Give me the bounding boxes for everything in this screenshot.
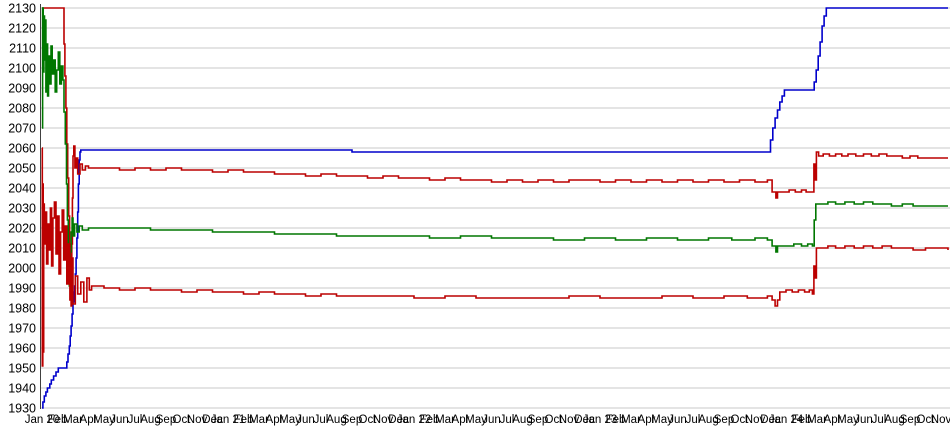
y-tick-label: 1970 <box>8 322 36 336</box>
x-tick-label: Jul <box>314 414 329 426</box>
x-tick-label: Apr <box>824 414 842 426</box>
x-tick-label: May <box>93 414 115 426</box>
x-tick-label: Jan 21 <box>211 414 246 426</box>
x-tick-label: Apr <box>266 414 284 426</box>
x-tick-label: Jun <box>110 414 129 426</box>
x-tick-label: Sep <box>714 414 734 426</box>
x-tick-label: Dec <box>574 414 595 426</box>
y-axis-labels: 2130 2120 2110 2100 2090 2080 2070 2060 2050 2040… <box>8 2 36 416</box>
x-tick-label: Oct <box>545 414 564 426</box>
x-tick-label: Aug <box>326 414 346 426</box>
gridlines <box>40 7 950 409</box>
x-tick-label: Jul <box>128 414 143 426</box>
x-tick-label: Dec <box>202 414 223 426</box>
red-lower-line <box>41 147 949 367</box>
y-tick-label: 2120 <box>8 22 36 36</box>
x-tick-label: Mar <box>63 414 83 426</box>
x-tick-label: Mar <box>435 414 455 426</box>
y-tick-label: 2090 <box>8 82 36 96</box>
x-tick-label: Mar <box>249 414 269 426</box>
x-tick-label: May <box>279 414 301 426</box>
x-tick-label: Aug <box>140 414 160 426</box>
x-tick-label: May <box>465 414 487 426</box>
x-tick-label: Nov <box>187 414 208 426</box>
x-tick-label: Mar <box>807 414 827 426</box>
y-tick-label: 1990 <box>8 282 36 296</box>
x-tick-label: Jun <box>482 414 501 426</box>
x-tick-label: May <box>837 414 859 426</box>
x-tick-label: Sep <box>342 414 362 426</box>
x-tick-label: Apr <box>452 414 470 426</box>
x-tick-label: Sep <box>156 414 176 426</box>
x-tick-label: Nov <box>931 414 950 426</box>
y-tick-label: 2080 <box>8 102 36 116</box>
x-tick-label: Apr <box>80 414 98 426</box>
y-tick-label: 2030 <box>8 202 36 216</box>
x-tick-label: Jan 23 <box>583 414 618 426</box>
y-tick-label: 1930 <box>8 402 36 416</box>
x-tick-label: Jan 20 <box>25 414 60 426</box>
y-tick-label: 2010 <box>8 242 36 256</box>
chart-series <box>41 7 949 409</box>
y-tick-label: 2130 <box>8 2 36 16</box>
y-tick-label: 2100 <box>8 62 36 76</box>
green-line <box>41 7 948 287</box>
x-tick-label: Oct <box>731 414 750 426</box>
y-tick-label: 1940 <box>8 382 36 396</box>
y-tick-label: 2040 <box>8 182 36 196</box>
x-tick-label: Aug <box>512 414 532 426</box>
x-tick-label: Feb <box>420 414 440 426</box>
y-tick-label: 2050 <box>8 162 36 176</box>
x-tick-label: Feb <box>234 414 254 426</box>
x-tick-label: Aug <box>698 414 718 426</box>
x-tick-label: Nov <box>745 414 766 426</box>
y-tick-label: 2070 <box>8 122 36 136</box>
x-tick-label: Oct <box>917 414 936 426</box>
x-tick-label: Aug <box>884 414 904 426</box>
x-tick-label: Jul <box>686 414 701 426</box>
x-tick-label: Feb <box>792 414 812 426</box>
x-tick-label: Oct <box>359 414 378 426</box>
x-tick-label: Jun <box>296 414 315 426</box>
x-tick-label: Feb <box>606 414 626 426</box>
y-tick-label: 2020 <box>8 222 36 236</box>
x-tick-label: Oct <box>173 414 192 426</box>
x-tick-label: Jan 24 <box>769 414 804 426</box>
y-tick-label: 2110 <box>9 42 36 56</box>
y-tick-label: 1950 <box>8 362 36 376</box>
x-tick-label: Sep <box>900 414 920 426</box>
y-tick-label: 1960 <box>8 342 36 356</box>
x-tick-label: Jul <box>500 414 515 426</box>
x-tick-label: Jun <box>668 414 687 426</box>
x-tick-label: Dec <box>760 414 781 426</box>
x-tick-label: Nov <box>559 414 580 426</box>
x-tick-label: Dec <box>388 414 409 426</box>
y-tick-label: 2060 <box>8 142 36 156</box>
y-tick-label: 2000 <box>8 262 36 276</box>
x-tick-label: Sep <box>528 414 548 426</box>
red-upper-line <box>42 7 948 307</box>
x-tick-label: Jul <box>872 414 887 426</box>
x-tick-label: Jun <box>854 414 873 426</box>
x-tick-label: Jan 22 <box>397 414 432 426</box>
y-tick-label: 1980 <box>8 302 36 316</box>
x-tick-label: Nov <box>373 414 394 426</box>
x-tick-label: Apr <box>638 414 656 426</box>
x-tick-label: Feb <box>48 414 68 426</box>
x-axis-labels: Jan 20FebMarAprMayJunJulAugSepOctNovDecJ… <box>25 414 950 426</box>
x-tick-label: May <box>651 414 673 426</box>
x-tick-label: Mar <box>621 414 641 426</box>
